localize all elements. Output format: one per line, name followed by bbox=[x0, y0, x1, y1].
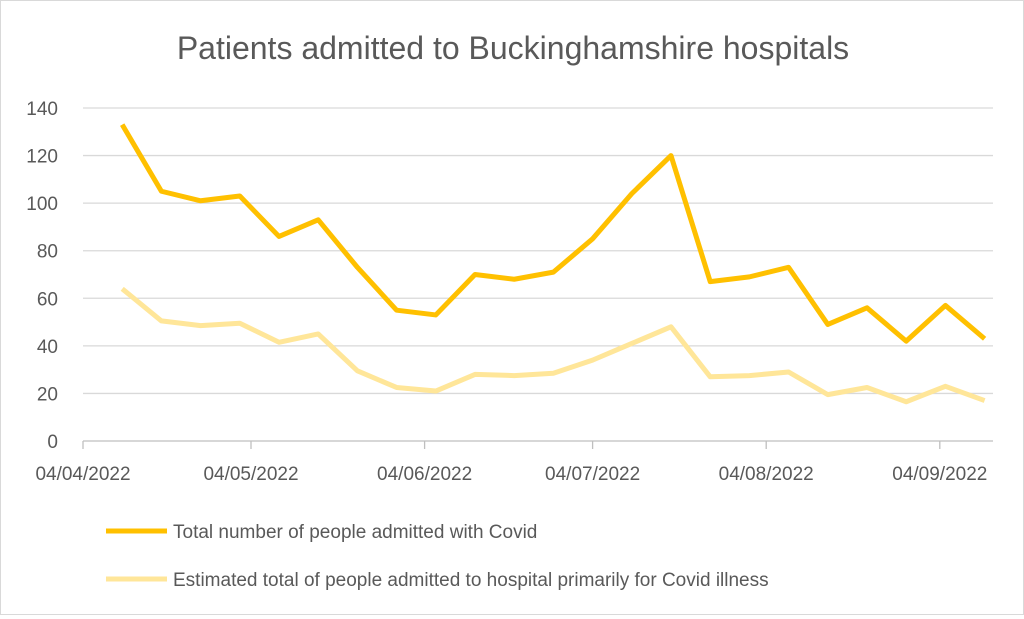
y-tick-label: 0 bbox=[47, 432, 58, 453]
x-tick-label: 04/07/2022 bbox=[545, 464, 640, 485]
x-tick-label: 04/09/2022 bbox=[892, 464, 987, 485]
series-line-2 bbox=[120, 286, 986, 405]
chart-title: Patients admitted to Buckinghamshire hos… bbox=[177, 30, 849, 66]
y-tick-label: 40 bbox=[37, 337, 58, 358]
y-tick-label: 60 bbox=[37, 289, 58, 310]
x-tick-label: 04/06/2022 bbox=[377, 464, 472, 485]
y-tick-label: 20 bbox=[37, 384, 58, 405]
y-tick-label: 100 bbox=[26, 194, 58, 215]
y-tick-label: 140 bbox=[26, 99, 58, 120]
x-tick-label: 04/04/2022 bbox=[35, 464, 130, 485]
y-tick-label: 120 bbox=[26, 147, 58, 168]
y-tick-label: 80 bbox=[37, 242, 58, 263]
series-line-1 bbox=[120, 123, 987, 344]
legend-label-2: Estimated total of people admitted to ho… bbox=[173, 570, 769, 591]
x-tick-label: 04/05/2022 bbox=[203, 464, 298, 485]
legend-label-1: Total number of people admitted with Cov… bbox=[173, 522, 537, 543]
x-tick-label: 04/08/2022 bbox=[719, 464, 814, 485]
